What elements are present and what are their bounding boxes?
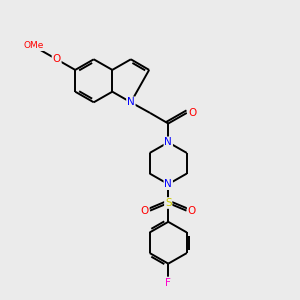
Text: F: F [165,278,171,287]
Text: O: O [141,206,149,216]
Text: OMe: OMe [23,41,44,50]
Text: N: N [127,97,135,107]
Text: N: N [164,179,172,189]
Text: O: O [188,108,196,118]
Text: S: S [165,198,172,208]
Text: O: O [188,206,196,216]
Text: O: O [52,54,61,64]
Text: N: N [164,137,172,147]
